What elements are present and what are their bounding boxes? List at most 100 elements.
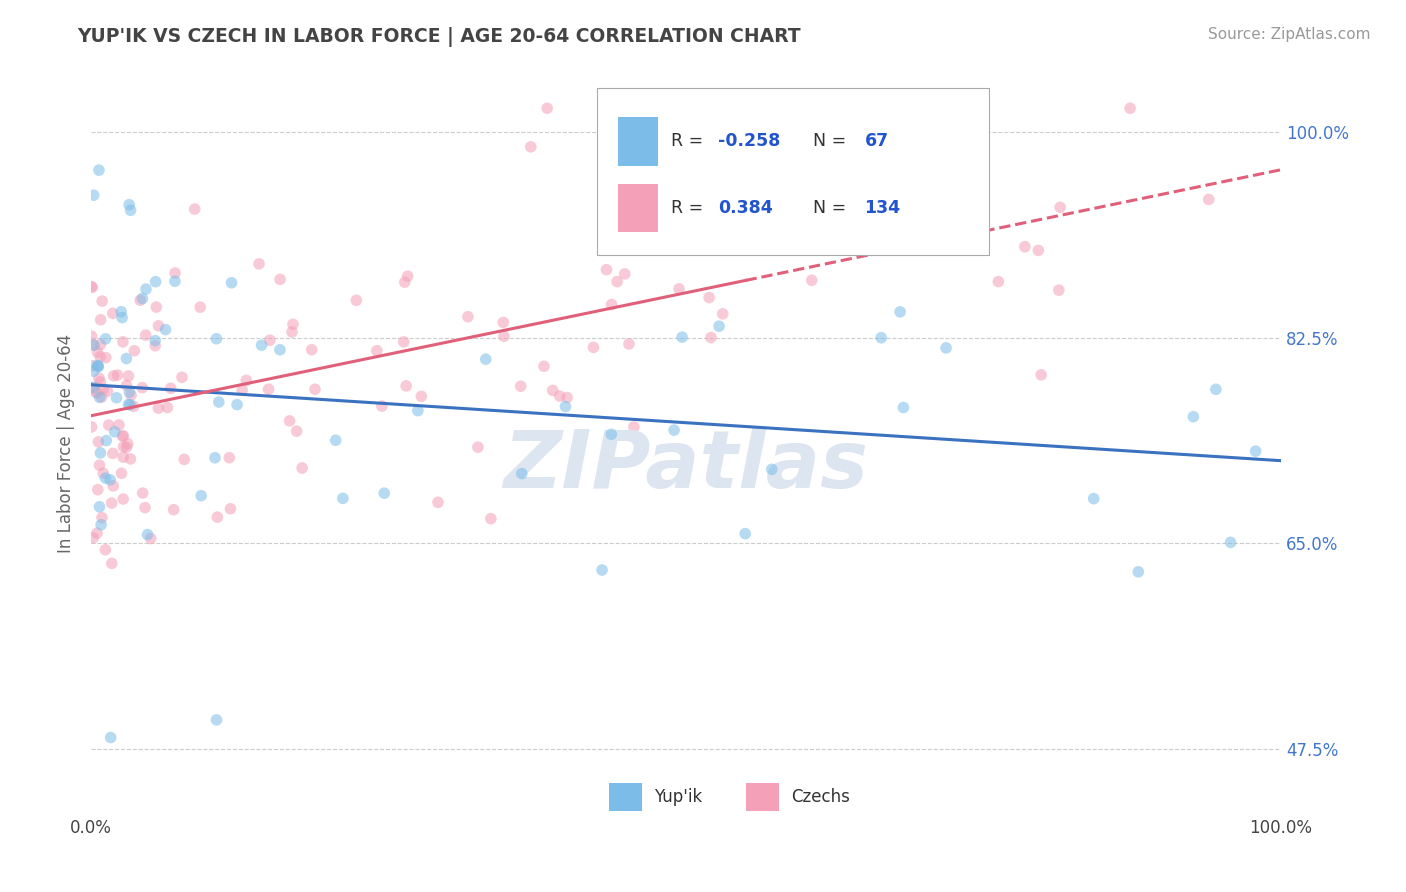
Text: 0.384: 0.384 bbox=[718, 199, 773, 217]
Point bbox=[108, 417, 131, 432]
Point bbox=[207, 510, 229, 524]
Point bbox=[131, 292, 153, 306]
Point bbox=[259, 333, 281, 347]
Point bbox=[582, 340, 605, 354]
Point bbox=[117, 397, 139, 411]
Point bbox=[163, 502, 186, 516]
Point bbox=[97, 418, 120, 433]
Text: 67: 67 bbox=[865, 132, 889, 150]
Point bbox=[1219, 535, 1241, 549]
Point bbox=[889, 305, 911, 319]
Point bbox=[218, 450, 240, 465]
Point bbox=[427, 495, 450, 509]
Point bbox=[1047, 283, 1070, 297]
Point bbox=[205, 332, 228, 346]
Point bbox=[520, 140, 543, 154]
Text: 134: 134 bbox=[865, 199, 901, 217]
Point bbox=[281, 318, 304, 332]
Point bbox=[247, 257, 270, 271]
Point bbox=[1083, 491, 1105, 506]
Point bbox=[1049, 200, 1071, 214]
Point bbox=[89, 350, 111, 364]
Point bbox=[159, 381, 181, 395]
Point bbox=[87, 483, 110, 497]
Point bbox=[623, 420, 645, 434]
Point bbox=[94, 332, 117, 346]
Point bbox=[82, 531, 104, 545]
Point bbox=[662, 423, 685, 437]
Point bbox=[83, 364, 105, 378]
Point bbox=[89, 458, 111, 473]
Point bbox=[120, 203, 142, 218]
Point bbox=[394, 275, 416, 289]
Text: -0.258: -0.258 bbox=[718, 132, 780, 150]
Point bbox=[250, 338, 273, 352]
Point bbox=[94, 351, 117, 365]
Point bbox=[411, 389, 433, 403]
Point bbox=[124, 343, 146, 358]
Point bbox=[115, 351, 138, 366]
Point bbox=[617, 337, 640, 351]
Point bbox=[285, 424, 308, 438]
Point bbox=[467, 440, 489, 454]
Point bbox=[96, 384, 118, 399]
Point bbox=[183, 202, 205, 216]
Point bbox=[90, 312, 112, 326]
Point bbox=[1198, 193, 1220, 207]
Point bbox=[135, 328, 157, 343]
Point bbox=[541, 384, 564, 398]
Point bbox=[1119, 101, 1142, 115]
Point bbox=[87, 359, 110, 374]
Point bbox=[188, 300, 211, 314]
Point bbox=[711, 307, 734, 321]
Point bbox=[165, 266, 187, 280]
Point bbox=[700, 330, 723, 344]
FancyBboxPatch shape bbox=[745, 783, 779, 811]
Point bbox=[131, 381, 153, 395]
Point bbox=[671, 330, 693, 344]
Point bbox=[115, 378, 138, 392]
Y-axis label: In Labor Force | Age 20-64: In Labor Force | Age 20-64 bbox=[58, 334, 75, 553]
Point bbox=[94, 542, 117, 557]
Point bbox=[91, 467, 114, 481]
Point bbox=[89, 375, 111, 389]
Point bbox=[613, 267, 636, 281]
Point bbox=[170, 370, 193, 384]
Text: N =: N = bbox=[813, 199, 852, 217]
Point bbox=[112, 491, 135, 506]
FancyBboxPatch shape bbox=[619, 184, 658, 232]
Point bbox=[457, 310, 479, 324]
Point bbox=[101, 446, 124, 460]
Point bbox=[143, 339, 166, 353]
Point bbox=[1205, 382, 1227, 396]
Point bbox=[120, 388, 142, 402]
Point bbox=[145, 275, 167, 289]
Point bbox=[886, 111, 908, 125]
Point bbox=[148, 318, 170, 333]
Point bbox=[134, 500, 156, 515]
Point bbox=[893, 401, 915, 415]
Text: R =: R = bbox=[671, 132, 709, 150]
FancyBboxPatch shape bbox=[596, 87, 990, 254]
Text: R =: R = bbox=[671, 199, 709, 217]
Point bbox=[98, 473, 121, 487]
Text: Yup'ik: Yup'ik bbox=[654, 788, 702, 806]
Point bbox=[281, 325, 304, 339]
Point bbox=[135, 282, 157, 296]
Point bbox=[301, 343, 323, 357]
Point bbox=[83, 380, 105, 394]
Point bbox=[87, 371, 110, 385]
Point bbox=[87, 434, 110, 449]
Point bbox=[1182, 409, 1205, 424]
Point bbox=[101, 306, 124, 320]
Point bbox=[205, 713, 228, 727]
Point bbox=[510, 467, 533, 481]
Point bbox=[747, 200, 769, 214]
Point bbox=[112, 440, 135, 454]
Point bbox=[111, 310, 134, 325]
Point bbox=[474, 352, 496, 367]
Point bbox=[83, 338, 105, 352]
Point bbox=[1028, 244, 1050, 258]
Point bbox=[595, 262, 617, 277]
Point bbox=[479, 511, 502, 525]
